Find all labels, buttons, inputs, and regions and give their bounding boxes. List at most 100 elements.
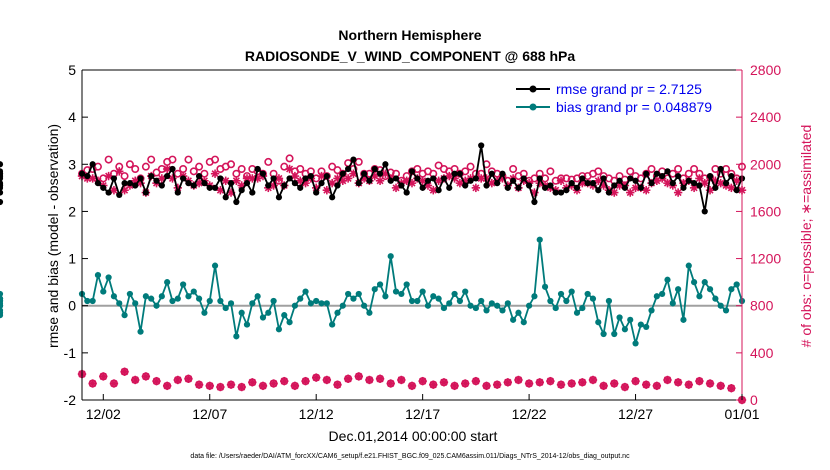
bias-point (89, 297, 96, 305)
obs-possible-marker (509, 165, 518, 174)
obs-count-assimilated-marker (216, 382, 225, 392)
bias-point (563, 297, 570, 305)
obs-assimilated-marker (216, 186, 225, 195)
rmse-point (94, 180, 102, 187)
rmse-point (456, 170, 464, 177)
bias-point (494, 302, 501, 309)
rmse-point (110, 175, 118, 182)
rmse-point (254, 165, 261, 173)
obs-count-assimilated-marker (141, 372, 151, 381)
obs-count-assimilated-marker (194, 380, 204, 389)
bias-point (0, 300, 4, 307)
rmse-point (0, 198, 4, 206)
rmse-point (510, 177, 517, 184)
rmse-point (366, 177, 373, 184)
rmse-point (408, 168, 416, 175)
y2-tick-label: 1200 (750, 251, 781, 267)
obs-count-assimilated-marker (173, 375, 183, 385)
bias-point (690, 279, 698, 286)
obs-count-assimilated-marker (492, 380, 502, 389)
bias-point (414, 297, 421, 305)
bias-point (190, 288, 197, 295)
bias-point (440, 304, 448, 312)
bias-point (419, 288, 426, 295)
rmse-point (552, 189, 559, 196)
obs-possible-marker (237, 165, 246, 174)
bias-point (387, 253, 394, 260)
obs-count-assimilated-marker (205, 381, 214, 391)
rmse-point (685, 177, 692, 184)
rmse-point (259, 170, 267, 177)
rmse-point (504, 184, 511, 191)
obs-count-assimilated-marker (471, 376, 481, 386)
obs-count-assimilated-marker (280, 376, 289, 386)
bias-point (238, 309, 245, 316)
obs-count-assimilated-marker (322, 375, 332, 385)
bias-point (313, 297, 320, 305)
obs-assimilated-marker (429, 186, 438, 195)
rmse-point (531, 198, 538, 206)
rmse-point (563, 187, 570, 194)
bias-point (100, 288, 107, 295)
bias-point (728, 286, 735, 293)
obs-possible-marker (328, 162, 337, 171)
obs-possible-marker (120, 172, 129, 181)
rmse-point (180, 175, 187, 182)
bias-point (110, 293, 118, 300)
bias-point (158, 293, 165, 300)
rmse-point (637, 184, 644, 191)
bias-point (653, 293, 660, 300)
obs-possible-marker (354, 157, 363, 166)
obs-assimilated-marker (157, 174, 167, 183)
bias-series-line (81, 239, 743, 344)
rmse-point (84, 172, 91, 180)
bias-point (217, 297, 224, 305)
rmse-point (499, 170, 506, 177)
obs-count-assimilated-marker (237, 382, 246, 392)
bias-point (94, 271, 102, 279)
rmse-point (722, 180, 730, 187)
rmse-point (451, 170, 458, 177)
bias-point (643, 323, 650, 331)
rmse-point (478, 142, 485, 149)
bias-point (579, 304, 586, 312)
rmse-point (717, 165, 724, 173)
bias-point (222, 304, 229, 312)
obs-possible-marker (195, 162, 204, 171)
obs-count-assimilated-marker (610, 379, 619, 388)
rmse-point (355, 180, 362, 187)
obs-assimilated-marker (327, 178, 337, 188)
rmse-point (398, 182, 405, 189)
bias-point (637, 321, 644, 328)
y-tick-label: 1 (68, 251, 76, 267)
obs-possible-marker (189, 167, 198, 176)
bias-point (611, 330, 618, 338)
rmse-point (201, 180, 208, 187)
obs-assimilated-marker (221, 176, 230, 185)
bias-point (201, 309, 208, 316)
bias-point (600, 330, 607, 338)
obs-possible-marker (104, 155, 113, 164)
rmse-point (472, 175, 479, 182)
obs-assimilated-marker (375, 176, 385, 185)
rmse-point (307, 172, 314, 180)
bias-point (536, 236, 543, 243)
bias-point (132, 300, 139, 307)
obs-count-assimilated-marker (546, 376, 555, 386)
bias-point (472, 304, 479, 312)
rmse-point (430, 175, 437, 182)
legend-bias-marker (529, 103, 537, 111)
rmse-point (387, 177, 394, 184)
y2-tick-label: 2000 (750, 156, 781, 172)
rmse-point (541, 184, 549, 191)
y-tick-label: 5 (68, 62, 76, 78)
rmse-point (568, 180, 575, 187)
bias-point (462, 288, 469, 295)
obs-count-assimilated-marker (524, 379, 534, 388)
obs-possible-marker (434, 161, 443, 170)
rmse-point (690, 180, 698, 187)
y2-tick-label: 400 (750, 345, 774, 361)
rmse-point (211, 184, 219, 191)
bias-point (722, 307, 730, 314)
